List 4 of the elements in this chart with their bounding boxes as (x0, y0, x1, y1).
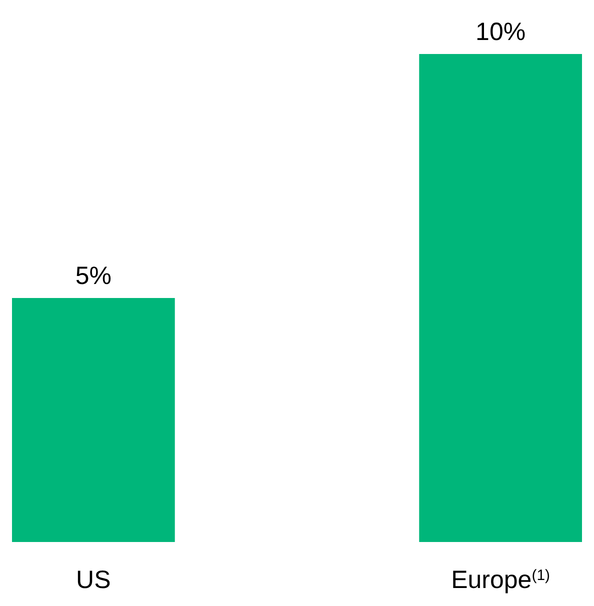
data-label: 10% (476, 18, 526, 46)
x-tick-label: Europe$^{(1)}$ (451, 566, 550, 594)
data-label: 5% (75, 262, 112, 290)
x-tick-label: US (76, 566, 111, 594)
